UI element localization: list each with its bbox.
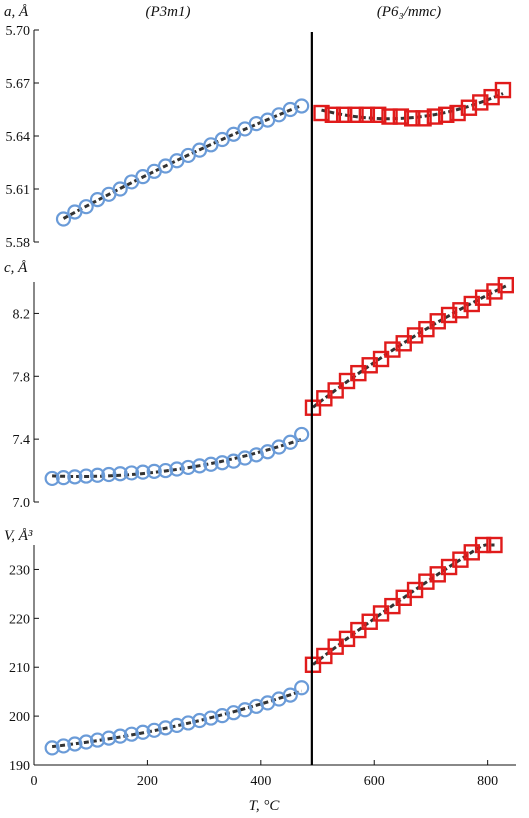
data-point-square [460,99,478,116]
fit-line [312,284,507,409]
y-tick-label: 230 [9,563,30,578]
data-point-square [392,108,410,125]
data-point-circle [78,199,94,215]
data-point-circle [146,463,162,479]
x-tick-label: 200 [137,774,158,789]
data-point-square [347,106,364,124]
data-point-square [358,106,376,124]
y-tick-label: 5.58 [6,236,31,251]
data-point-square [472,94,489,111]
data-point-square [449,104,466,122]
y-tick-label: 5.70 [6,24,31,39]
data-point-square [404,110,421,127]
fit-line [51,689,303,749]
y-tick-label: 7.0 [13,496,31,511]
x-tick-label: 800 [477,774,498,789]
panel-1: 7.0 7.4 7.8 8.2 [13,276,514,511]
y-tick-label: 220 [9,612,30,627]
data-point-square [304,399,322,416]
data-point-circle [135,464,151,480]
data-point-square [350,621,367,639]
y-tick-label: 190 [9,759,30,774]
data-point-square [474,536,492,554]
data-point-circle [294,426,310,443]
y-tick-label: 7.4 [13,433,31,448]
data-point-square [370,106,387,124]
data-point-circle [135,724,151,740]
data-point-circle [101,466,117,483]
data-point-circle [78,734,94,750]
data-point-circle [55,211,72,227]
panels-layer: 5.58 5.61 5.64 5.67 5.70 7.0 7.4 7.8 8.2 190 200 21… [6,24,514,774]
data-point-circle [55,470,72,486]
data-point-circle [112,181,128,197]
data-point-circle [89,467,106,483]
data-point-circle [112,466,128,482]
data-point-circle [191,458,208,474]
data-point-circle [294,98,310,114]
y-tick-label: 7.8 [13,370,31,385]
data-point-circle [55,738,72,754]
data-point-circle [282,434,298,450]
x-axis: 0 200 400 600 800 [31,760,516,789]
y-tick-label: 210 [9,661,30,676]
data-point-circle [67,469,83,485]
data-point-square [426,108,444,125]
data-point-circle [180,459,196,476]
data-point-square [438,106,455,124]
data-point-square [415,110,432,127]
data-point-square [440,306,458,324]
x-tick-label: 0 [31,774,38,789]
phase-label-low: (P3m1) [146,4,191,20]
y-tick-label: 5.67 [6,77,31,92]
data-point-circle [214,455,230,471]
data-point-circle [44,740,60,756]
data-point-circle [282,687,298,703]
data-point-square [406,581,424,599]
panel-v-ylabel: V, Å³ [4,528,33,544]
panel-0: 5.58 5.61 5.64 5.67 5.70 [6,24,512,251]
data-point-circle [112,728,128,744]
data-point-square [324,106,342,124]
data-point-square [313,104,330,122]
data-point-square [384,597,401,615]
data-point-circle [44,470,60,487]
panel-2: 190 200 210 220 230 [9,536,503,774]
y-tick-label: 5.61 [6,183,31,198]
panel-a-ylabel: a, Å [4,4,29,20]
data-point-square [338,630,356,648]
data-point-circle [78,468,94,484]
data-point-circle [89,732,106,748]
data-point-circle [157,462,174,479]
x-axis-title: T, °C [249,798,281,814]
data-point-square [497,276,514,294]
data-point-circle [169,461,185,477]
x-tick-label: 600 [364,774,385,789]
data-point-circle [203,456,219,472]
phase-label-high: (P6₃/mmc) [377,4,441,20]
data-point-circle [123,726,140,742]
y-tick-label: 8.2 [13,307,31,322]
y-tick-label: 200 [9,710,30,725]
data-point-square [327,382,344,399]
data-point-circle [67,736,83,752]
data-point-square [316,647,333,665]
data-point-square [372,350,390,368]
data-point-circle [123,465,140,481]
y-tick-label: 5.64 [6,130,31,145]
panel-c-ylabel: c, Å [4,260,28,276]
data-point-square [486,536,503,554]
data-point-square [361,613,378,630]
data-point-square [381,108,398,125]
data-point-circle [294,680,310,696]
data-point-circle [101,730,117,746]
data-point-square [335,106,353,124]
data-point-square [494,81,512,99]
data-point-square [304,656,322,673]
x-tick-label: 400 [250,774,271,789]
